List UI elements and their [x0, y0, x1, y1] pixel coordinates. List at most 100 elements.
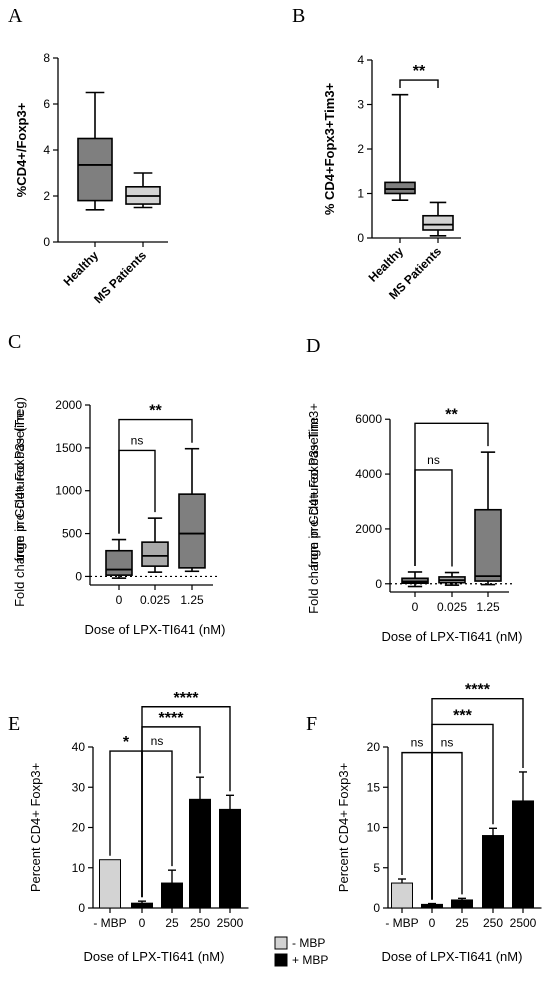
- significance-label: ****: [465, 682, 491, 699]
- significance-label: ns: [151, 734, 164, 748]
- box: [141, 541, 169, 567]
- panel-c-chart: 0 500 1000 1500 2000 Fold change in CD4+ FoxP…: [12, 397, 225, 637]
- y-tick-label: 3: [357, 98, 364, 112]
- significance-bracket: [118, 418, 193, 534]
- significance-bracket: [414, 422, 489, 566]
- panel-label-b: B: [292, 5, 305, 27]
- x-category-label: 2500: [217, 916, 244, 930]
- x-category-label: - MBP: [93, 916, 126, 930]
- y-axis-label: Fold change in CD4+ FoxP3+ Tim3+from pre…: [306, 403, 321, 614]
- legend-label-plus-mbp: + MBP: [292, 953, 328, 967]
- y-tick-label: 6000: [355, 412, 382, 426]
- significance-label: ns: [411, 736, 424, 750]
- bar: [482, 835, 504, 909]
- significance-label: ns: [427, 453, 440, 467]
- y-tick-label: 4: [43, 143, 50, 157]
- significance-label: **: [445, 406, 458, 423]
- significance-label: **: [149, 403, 162, 420]
- x-category-label: 0: [116, 593, 123, 607]
- y-tick-label: 10: [367, 821, 381, 835]
- bar: [189, 798, 211, 909]
- significance-bracket: [401, 751, 433, 900]
- x-category-label: 0: [429, 916, 436, 930]
- y-tick-label: 1000: [55, 484, 82, 498]
- x-category-label: 0.025: [140, 593, 170, 607]
- panel-label-d: D: [306, 335, 320, 357]
- box: [105, 549, 133, 576]
- significance-bracket: [431, 698, 524, 900]
- box: [474, 508, 502, 582]
- bar: [421, 903, 443, 909]
- significance-bracket: [414, 469, 453, 567]
- x-category-label: Healthy: [61, 248, 102, 289]
- panel-e-chart: 0 10 20 30 40 Percent CD4+ Foxp3+ - MBP 0 25 250 2…: [28, 690, 249, 964]
- y-tick-label: 0: [43, 235, 50, 249]
- y-tick-label: 0: [375, 577, 382, 591]
- legend: - MBP + MBP: [274, 936, 328, 967]
- y-tick-label: 500: [62, 527, 82, 541]
- bar: [451, 899, 473, 909]
- y-axis-label-line1: Fold change in CD4+ FoxP3+ Tim3+: [306, 403, 321, 614]
- significance-label: ****: [159, 710, 185, 727]
- x-category-label: MS Patients: [91, 248, 149, 306]
- panel-label-e: E: [8, 713, 20, 735]
- panel-d-chart: 0 2000 4000 6000 Fold change in CD4+ FoxP3+ …: [306, 403, 522, 644]
- y-tick-label: 0: [78, 901, 85, 915]
- legend-swatch-plus-mbp: [274, 953, 288, 967]
- x-category-label: 2500: [510, 916, 537, 930]
- y-tick-label: 0: [373, 901, 380, 915]
- y-tick-label: 2: [357, 142, 364, 156]
- bar: [391, 882, 413, 909]
- y-tick-label: 4: [357, 53, 364, 67]
- panel-label-a: A: [8, 5, 23, 27]
- significance-bracket: [431, 751, 463, 900]
- y-axis-label: Percent CD4+ Foxp3+: [28, 763, 43, 892]
- box: [422, 214, 454, 231]
- x-category-label: 25: [455, 916, 469, 930]
- y-tick-label: 0: [75, 569, 82, 583]
- x-category-label: 0: [139, 916, 146, 930]
- y-tick-label: 8: [43, 51, 50, 65]
- y-tick-label: 20: [367, 740, 381, 754]
- y-axis-label-line2: from pre-clutured baseline: [306, 417, 321, 568]
- y-axis-label: % CD4+Fopx3+Tim3+: [322, 82, 337, 215]
- significance-label: ns: [441, 736, 454, 750]
- box: [178, 493, 206, 569]
- y-axis-label-line2: from pre-clutured baseline: [12, 410, 27, 561]
- significance-label: ****: [174, 690, 200, 707]
- legend-swatch-minus-mbp: [274, 936, 288, 950]
- y-tick-label: 5: [373, 861, 380, 875]
- y-tick-label: 1: [357, 187, 364, 201]
- significance-label: **: [413, 63, 426, 80]
- x-category-label: 250: [190, 916, 210, 930]
- y-tick-label: 15: [367, 780, 381, 794]
- y-tick-label: 0: [357, 231, 364, 245]
- significance-label: ns: [131, 433, 144, 447]
- bar: [219, 808, 241, 909]
- panel-f-chart: 0 5 10 15 20 Percent CD4+ Foxp3+ - MBP 0 25 250 25…: [336, 682, 542, 964]
- y-tick-label: 6: [43, 97, 50, 111]
- y-tick-label: 1500: [55, 441, 82, 455]
- x-category-label: 0.025: [437, 600, 467, 614]
- bar: [99, 859, 121, 909]
- x-axis-label: Dose of LPX-TI641 (nM): [84, 949, 225, 964]
- y-tick-label: 2: [43, 189, 50, 203]
- y-tick-label: 10: [72, 861, 86, 875]
- y-tick-label: 40: [72, 740, 86, 754]
- x-axis-label: Dose of LPX-TI641 (nM): [85, 622, 226, 637]
- x-category-label: 0: [412, 600, 419, 614]
- y-tick-label: 30: [72, 780, 86, 794]
- box: [384, 181, 416, 195]
- x-axis-label: Dose of LPX-TI641 (nM): [382, 949, 523, 964]
- significance-label: ***: [453, 707, 472, 724]
- x-category-label: - MBP: [385, 916, 418, 930]
- y-axis-label: Percent CD4+ Foxp3+: [336, 763, 351, 892]
- significance-bracket: [141, 750, 173, 898]
- y-tick-label: 20: [72, 821, 86, 835]
- y-axis-label: %CD4+/Foxp3+: [14, 102, 29, 197]
- significance-label: *: [123, 734, 130, 751]
- y-axis-label-line1: Fold change in CD4+ FoxP3+ (Treg): [12, 397, 27, 607]
- y-tick-label: 2000: [355, 522, 382, 536]
